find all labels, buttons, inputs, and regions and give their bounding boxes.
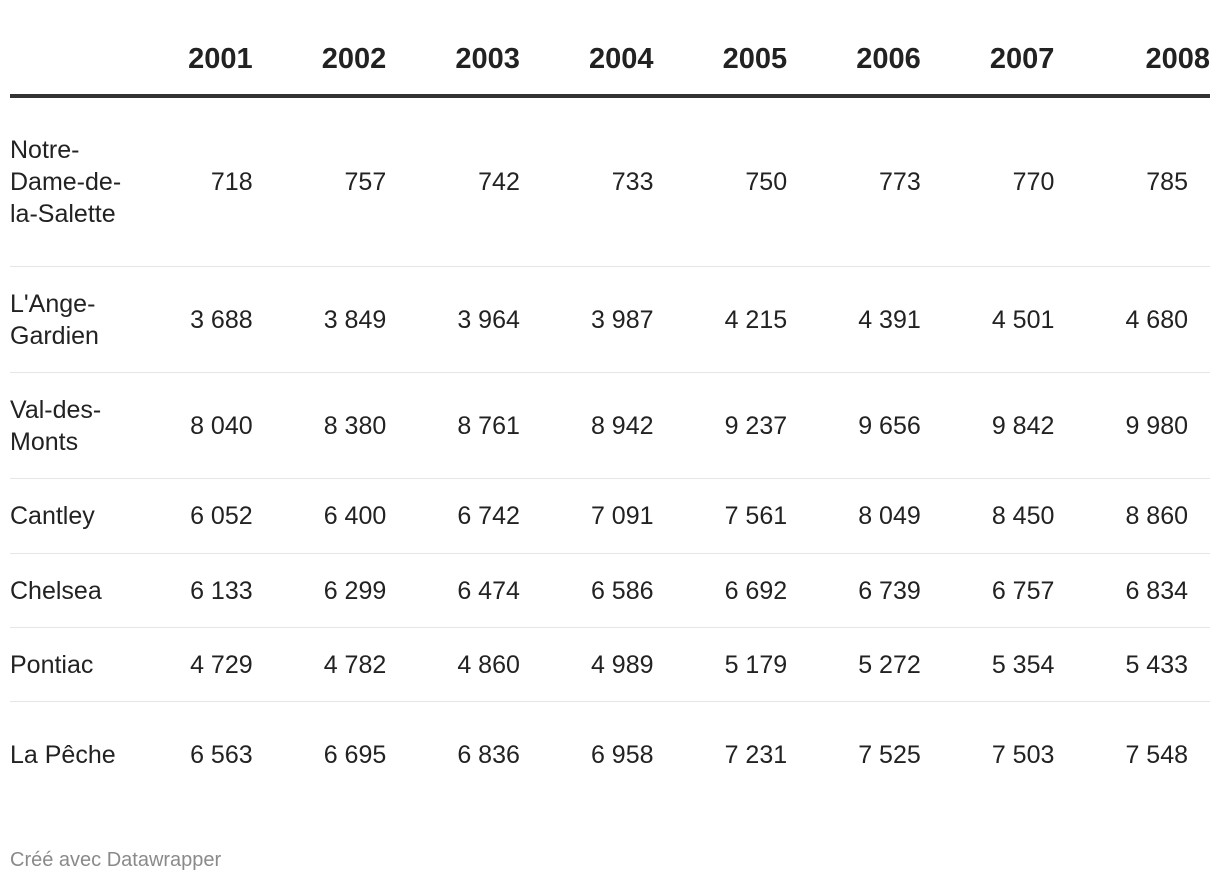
table-cell: 9 237 [675,372,810,479]
table-cell: 3 849 [274,266,409,373]
row-label-la-peche: La Pêche [10,741,116,769]
table-cell: 773 [809,96,943,267]
header-cell-2007: 2007 [942,30,1077,98]
table-cell: 6 563 [190,741,253,769]
table-cell: 770 [942,96,1077,267]
table-cell: 7 548 [1125,741,1188,769]
table-cell: 6 692 [675,553,810,628]
data-table-container: 2001 2002 2003 2004 2005 2006 2007 2008 … [10,30,1210,808]
table-cell: 9 980 [1076,372,1210,479]
row-label-lange-gardien: L'Ange-Gardien [10,266,141,373]
datawrapper-credit[interactable]: Créé avec Datawrapper [10,849,222,871]
table-cell: 6 757 [942,553,1077,628]
population-table: 2001 2002 2003 2004 2005 2006 2007 2008 … [10,30,1210,808]
table-cell: 6 474 [408,553,542,628]
table-cell: 750 [675,96,810,267]
table-cell: 4 989 [541,627,676,702]
table-body: Notre-Dame-de-la-Salette 718 757 742 733… [10,96,1210,808]
row-label-val-des-monts: Val-des-Monts [10,372,141,479]
table-cell: 7 231 [724,741,788,769]
table-cell: 8 040 [141,372,275,479]
table-cell: 6 586 [541,553,676,628]
table-cell: 7 561 [675,478,810,554]
table-cell: 4 215 [675,266,810,373]
header-cell-2008: 2008 [1076,30,1210,98]
table-cell: 6 400 [274,478,409,554]
table-cell: 8 942 [541,372,676,479]
table-cell: 6 133 [141,553,275,628]
table-row: Pontiac 4 729 4 782 4 860 4 989 5 179 5 … [10,627,1210,702]
table-row: Chelsea 6 133 6 299 6 474 6 586 6 692 6 … [10,553,1210,628]
header-row: 2001 2002 2003 2004 2005 2006 2007 2008 [10,30,1210,98]
table-cell: 8 049 [809,478,943,554]
table-cell: 7 503 [991,741,1055,769]
table-row: Cantley 6 052 6 400 6 742 7 091 7 561 8 … [10,478,1210,554]
table-cell: 6 834 [1076,553,1210,628]
table-cell: 4 391 [809,266,943,373]
header-cell-2002: 2002 [274,30,409,98]
table-cell: 3 688 [141,266,275,373]
table-cell: 785 [1076,96,1210,267]
table-cell: 757 [274,96,409,267]
table-cell: 6 739 [809,553,943,628]
table-cell: 7 091 [541,478,676,554]
table-cell: 718 [141,96,275,267]
row-label-pontiac: Pontiac [10,627,141,702]
table-cell: 8 761 [408,372,542,479]
table-cell: 6 836 [457,741,520,769]
table-cell: 8 380 [274,372,409,479]
table-cell: 8 450 [942,478,1077,554]
table-cell: 9 656 [809,372,943,479]
table-cell: 6 299 [274,553,409,628]
table-cell: 6 052 [141,478,275,554]
header-cell-2004: 2004 [541,30,676,98]
table-cell: 5 433 [1076,627,1210,702]
table-cell: 4 680 [1076,266,1210,373]
row-label-notre-dame-de-la-salette: Notre-Dame-de-la-Salette [10,96,141,267]
table-cell: 3 964 [408,266,542,373]
table-cell: 733 [541,96,676,267]
row-label-chelsea: Chelsea [10,553,141,628]
table-row: L'Ange-Gardien 3 688 3 849 3 964 3 987 4… [10,266,1210,373]
table-cell: 5 179 [675,627,810,702]
table-cell: 3 987 [541,266,676,373]
table-cell: 8 860 [1076,478,1210,554]
table-row: La Pêche 6 563 6 695 6 836 6 958 7 231 7… [10,702,1210,809]
table-cell: 6 695 [323,741,387,769]
table-cell: 4 501 [942,266,1077,373]
table-cell: 5 272 [809,627,943,702]
table-header: 2001 2002 2003 2004 2005 2006 2007 2008 [10,30,1210,98]
row-label-cantley: Cantley [10,478,141,554]
table-cell: 4 860 [408,627,542,702]
header-cell-2006: 2006 [809,30,943,98]
table-cell: 6 742 [408,478,542,554]
table-cell: 6 958 [590,741,654,769]
header-cell-corner [10,30,141,98]
table-cell: 9 842 [942,372,1077,479]
header-cell-2003: 2003 [408,30,542,98]
table-row: Val-des-Monts 8 040 8 380 8 761 8 942 9 … [10,372,1210,479]
table-cell: 4 729 [141,627,275,702]
header-cell-2001: 2001 [141,30,275,98]
table-cell: 4 782 [274,627,409,702]
table-cell: 7 525 [858,741,921,769]
table-cell: 5 354 [942,627,1077,702]
table-row: Notre-Dame-de-la-Salette 718 757 742 733… [10,96,1210,267]
header-cell-2005: 2005 [675,30,810,98]
table-cell: 742 [408,96,542,267]
